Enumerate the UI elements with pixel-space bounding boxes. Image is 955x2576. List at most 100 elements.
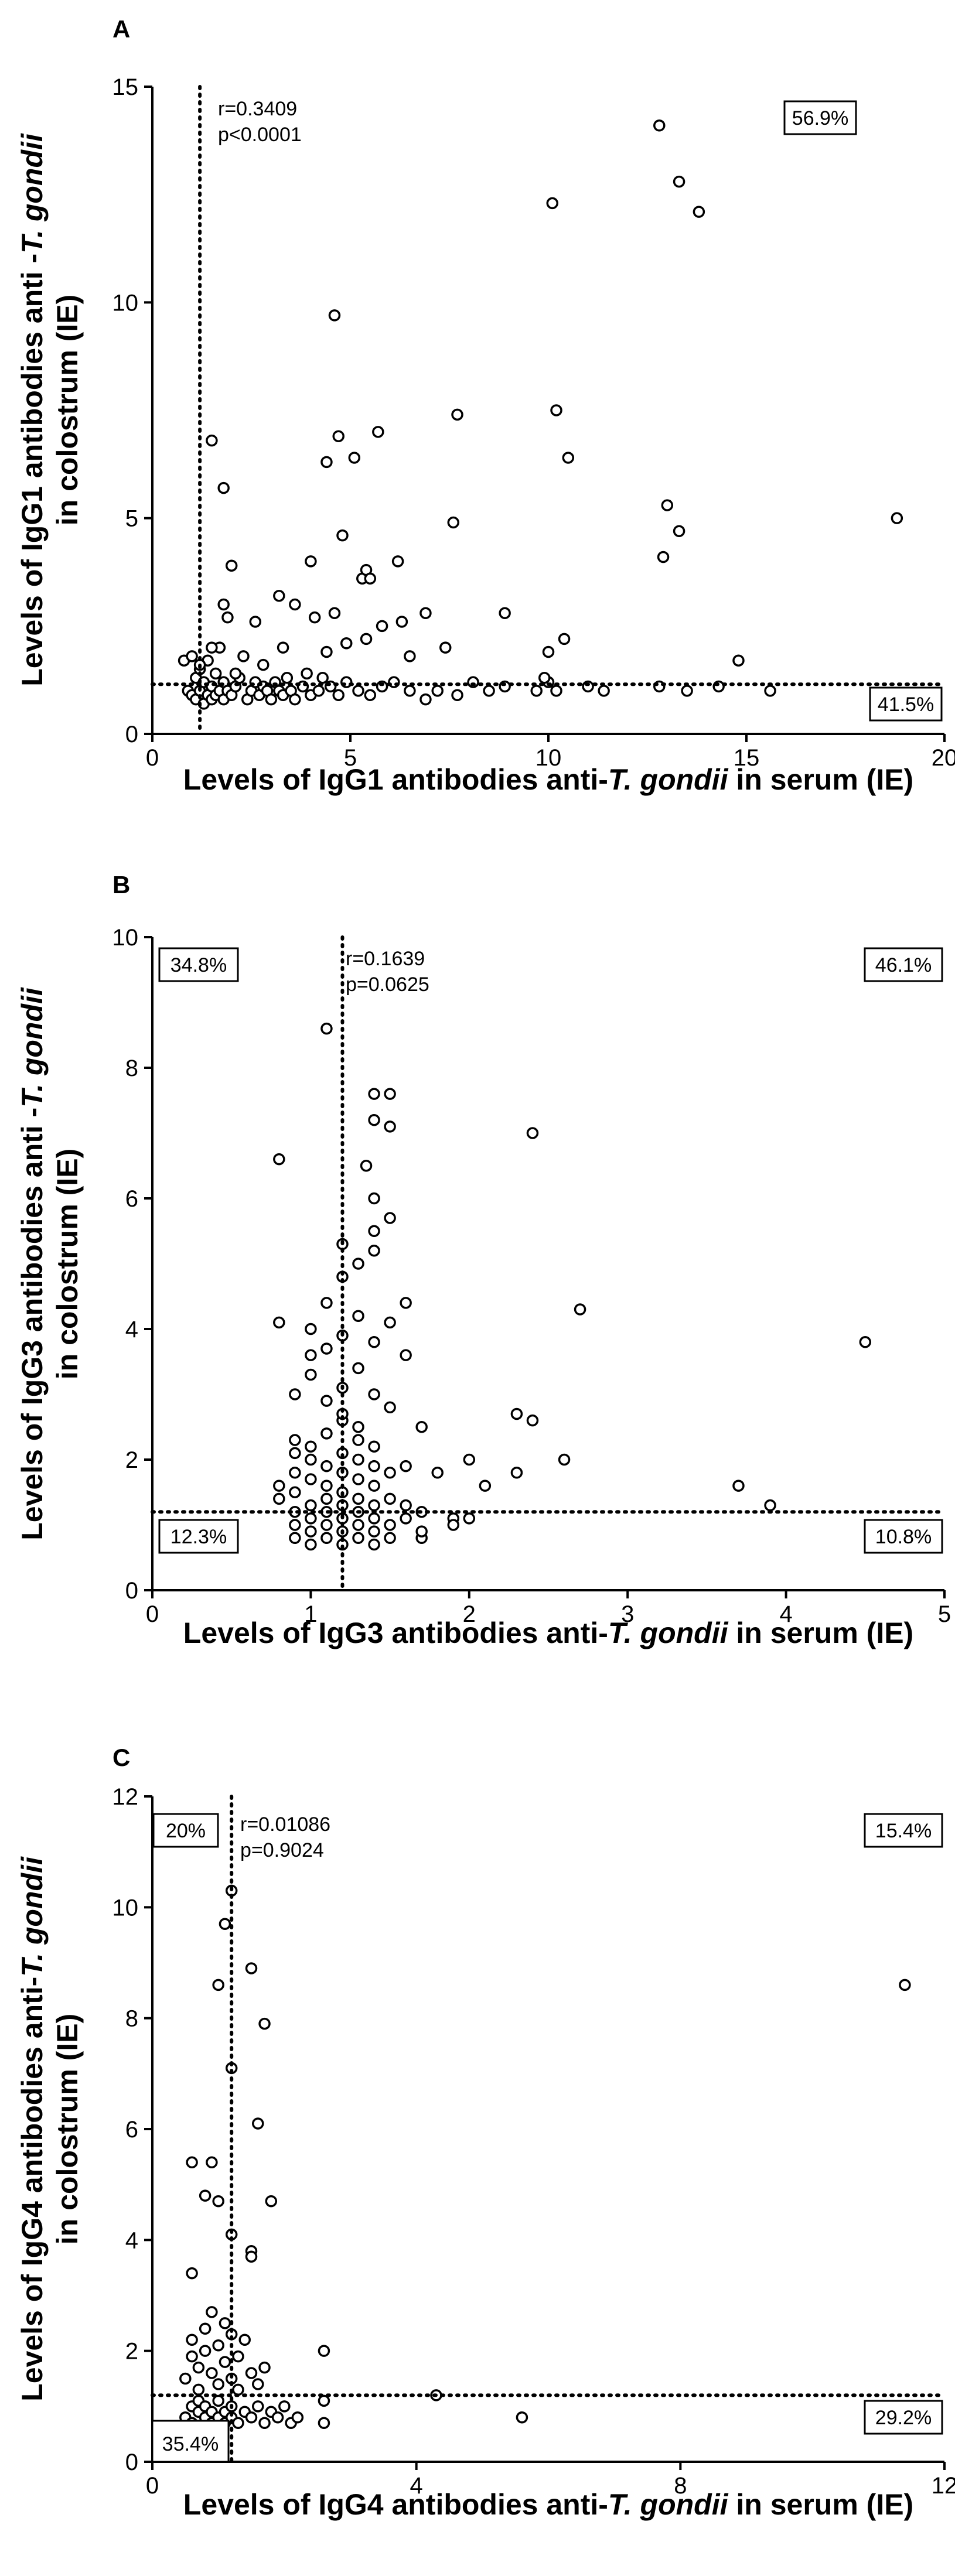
panel-a-point-82 [376, 620, 388, 633]
panel-a-y-tick-label: 5 [125, 506, 138, 532]
panel-c-point-30 [186, 2350, 198, 2363]
panel-c-y-tick-label: 2 [125, 2339, 138, 2365]
panel-b-point-55 [289, 1388, 301, 1400]
panel-c-point-61 [245, 1962, 258, 1974]
panel-a-point-84 [404, 650, 416, 662]
panel-c-quadrant-bottom-right-box [864, 2400, 943, 2435]
panel-a-point-98 [336, 529, 349, 542]
panel-a-point-101 [364, 572, 377, 585]
panel-b-point-58 [305, 1323, 317, 1335]
panel-a-point-93 [217, 481, 230, 494]
panel-b-quadrant-bottom-left-box [158, 1519, 239, 1554]
panel-b-point-14 [305, 1453, 317, 1466]
panel-a-point-110 [673, 525, 685, 538]
panel-a-quadrant-top-right-label: 56.9% [792, 107, 848, 129]
panel-b-x-tick-label: 0 [146, 1601, 159, 1627]
panel-a-quadrant-top-right: 56.9% [783, 100, 857, 135]
panel-b-point-76 [384, 1212, 396, 1224]
panel-c-x-axis-title: Levels of IgG4 antibodies anti-T. gondii… [183, 2488, 913, 2521]
panel-b-point-98 [368, 1088, 380, 1100]
panel-a-point-115 [693, 206, 705, 218]
panel-a-quadrant-top-right-box [783, 100, 857, 135]
panel-a-point-47 [419, 693, 432, 706]
panel-a-point-32 [281, 671, 294, 684]
panel-b-y-tick-label: 2 [125, 1447, 138, 1473]
panel-c-point-26 [318, 2394, 330, 2407]
panel-b-point-102 [368, 1192, 380, 1205]
panel-b-point-50 [400, 1499, 412, 1512]
panel-c-point-18 [252, 2400, 264, 2413]
panel-b-point-87 [510, 1407, 523, 1420]
panel-a-point-83 [395, 616, 408, 628]
panel-c-axes [151, 1796, 944, 2463]
panel-b-point-41 [368, 1499, 380, 1512]
panel-c-point-65 [245, 2250, 258, 2263]
panel-a-quadrant-bottom-right-label: 41.5% [878, 693, 934, 716]
panel-a-x-tick-label: 20 [932, 745, 955, 771]
panel-c-quadrant-bottom-left: 35.4% [151, 2420, 230, 2463]
panel-a-point-74 [289, 598, 301, 611]
panel-a-y-tick-label: 15 [112, 74, 139, 100]
panel-a-point-12 [209, 667, 222, 680]
panel-c-quadrant-bottom-right-label: 29.2% [875, 2407, 932, 2429]
panel-a-y-tick-label: 0 [125, 722, 138, 747]
panel-b-x-ticks: 0 1 2 3 4 5 [146, 1590, 951, 1627]
panel-c-x-tick-label: 4 [410, 2473, 423, 2499]
panel-b-point-17 [320, 1519, 333, 1531]
panel-c-point-39 [212, 2339, 224, 2352]
panel-c-point-10 [212, 2394, 224, 2407]
panel-c-quadrant-top-right: 15.4% [864, 1813, 943, 1848]
panel-c-point-53 [199, 2189, 212, 2202]
panel-c-y-tick-label: 0 [125, 2449, 138, 2475]
panel-c-point-59 [212, 1979, 224, 1991]
panel-c-point-41 [219, 2317, 231, 2329]
panel-b-point-19 [320, 1492, 333, 1505]
panel-c-point-46 [238, 2334, 251, 2346]
panel-c-point-67 [899, 1979, 911, 1991]
panel-b-letter: B [112, 871, 130, 898]
panel-a-point-96 [320, 456, 333, 469]
panel-b-point-13 [305, 1473, 317, 1485]
panel-c-x-tick-label: 12 [932, 2473, 955, 2499]
panel-b-y-tick-label: 10 [112, 925, 139, 951]
panel-b-stat-r: r=0.1639 [346, 948, 425, 970]
panel-a-point-92 [206, 434, 218, 447]
panel-a-point-57 [598, 685, 610, 697]
panel-a-point-112 [546, 197, 559, 210]
panel-a-point-104 [447, 516, 460, 529]
panel-a-point-97 [332, 430, 345, 442]
panel-b-axes [151, 937, 944, 1591]
panel-b-point-80 [400, 1460, 412, 1473]
panel-b-point-20 [320, 1480, 333, 1492]
panel-b-quadrant-bottom-right-box [864, 1519, 943, 1554]
panel-a: A 0 5 10 15 20 0 5 10 15 r=0.3409 p<0.0001 56.9… [16, 15, 955, 796]
panel-c-point-33 [192, 2361, 205, 2374]
panel-b-y-axis-title-line2: in colostrum (IE) [51, 1149, 84, 1379]
panel-a-point-48 [431, 685, 444, 697]
panel-c-point-52 [186, 2156, 198, 2169]
panel-a-point-79 [340, 637, 353, 650]
panel-b-point-67 [352, 1362, 364, 1375]
panel-c-quadrant-top-right-box [864, 1813, 943, 1848]
panel-a-point-28 [265, 693, 278, 706]
panel-b-point-70 [368, 1388, 380, 1400]
panel-b-point-101 [384, 1120, 396, 1133]
panel-a-x-ticks: 0 5 10 15 20 [146, 734, 955, 771]
panel-b-point-77 [400, 1349, 412, 1361]
panel-c-y-tick-label: 12 [112, 1784, 139, 1810]
panel-a-point-89 [542, 645, 555, 658]
panel-b-point-38 [368, 1538, 380, 1551]
panel-b-point-45 [384, 1532, 396, 1545]
panel-b-point-43 [368, 1460, 380, 1473]
panel-a-y-tick-label: 10 [112, 290, 139, 316]
panel-a-point-103 [391, 555, 404, 568]
panel-a-point-106 [550, 404, 562, 416]
panel-b-point-61 [320, 1297, 333, 1309]
panel-c-point-19 [258, 2417, 271, 2429]
panel-b-point-46 [384, 1519, 396, 1531]
panel-c-point-51 [186, 2267, 198, 2280]
panel-b-point-39 [368, 1525, 380, 1538]
panel-b-point-8 [289, 1434, 301, 1446]
panel-c-point-54 [206, 2156, 218, 2169]
panel-a-quadrant-bottom-right: 41.5% [869, 686, 943, 722]
